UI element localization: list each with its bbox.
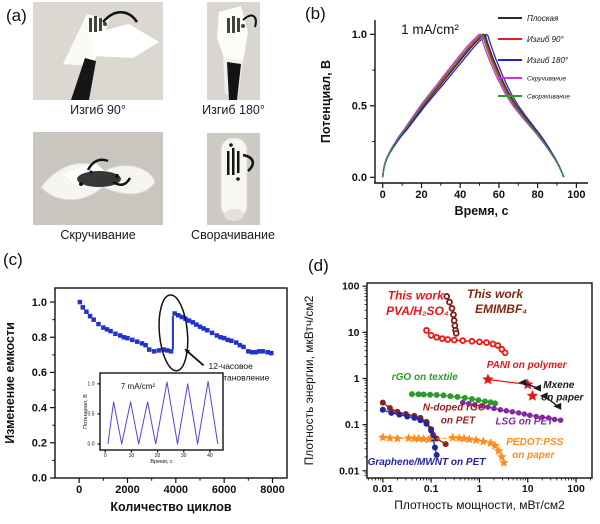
svg-text:20: 20: [415, 189, 427, 201]
svg-text:0.01: 0.01: [339, 465, 360, 477]
svg-text:N-doped rGO: N-doped rGO: [423, 402, 486, 413]
photo-unit-roll: Сворачивание: [183, 133, 283, 242]
photo-twist-image: [33, 132, 163, 225]
panel-a-letter: (a): [6, 6, 27, 25]
svg-text:0.4: 0.4: [32, 402, 48, 414]
svg-text:EMIMBF₄: EMIMBF₄: [475, 302, 527, 316]
svg-text:0: 0: [76, 484, 82, 496]
svg-text:80: 80: [532, 189, 544, 201]
photo-bend-180-image: [207, 2, 260, 100]
svg-text:Сворачивание: Сворачивание: [527, 93, 570, 100]
chart-cycling-stability: 0 2000 4000 6000 8000 0.0 0.2 0.4 0.6 0.8 1.0 Колич…: [3, 287, 288, 514]
photo-unit-bend-180: Изгиб 180°: [186, 2, 281, 117]
svg-text:10: 10: [129, 453, 135, 459]
svg-text:Graphene/MWNT on PET: Graphene/MWNT on PET: [368, 457, 487, 468]
svg-text:1.0: 1.0: [32, 297, 47, 309]
svg-text:100: 100: [567, 483, 585, 495]
photo-bend-90-image: [33, 2, 163, 100]
svg-text:1: 1: [477, 483, 483, 495]
panel-c-letter: (c): [3, 250, 23, 269]
svg-text:Скручивание: Скручивание: [527, 75, 566, 82]
photo-caption-twist: Скручивание: [60, 228, 136, 242]
svg-text:2000: 2000: [115, 484, 139, 496]
svg-text:1.0: 1.0: [88, 382, 95, 388]
svg-text:0.0: 0.0: [352, 172, 367, 184]
panel-b-letter: (b): [305, 4, 326, 23]
svg-text:40: 40: [207, 453, 213, 459]
svg-text:Количество циклов: Количество циклов: [110, 500, 232, 514]
photo-caption-roll: Сворачивание: [191, 228, 275, 242]
svg-text:Mxene: Mxene: [543, 380, 575, 391]
svg-text:100: 100: [342, 281, 360, 293]
svg-text:1.0: 1.0: [352, 29, 367, 41]
svg-text:Потенциал, В: Потенциал, В: [83, 394, 89, 429]
svg-text:Потенциал, В: Потенциал, В: [319, 60, 333, 143]
svg-text:0: 0: [104, 453, 107, 459]
svg-text:Изменение емкости: Изменение емкости: [3, 322, 17, 444]
svg-text:60: 60: [493, 189, 505, 201]
svg-text:1: 1: [354, 373, 360, 385]
svg-text:0.2: 0.2: [32, 438, 47, 450]
svg-text:on paper: on paper: [541, 393, 584, 404]
svg-text:PEDOT:PSS: PEDOT:PSS: [506, 437, 563, 448]
svg-text:0.0: 0.0: [88, 442, 95, 448]
chart-charge-discharge: 0 20 40 60 80 100 0.0 0.5 1.0 Время, с Потенциал, …: [319, 14, 588, 218]
svg-text:Изгиб 180°: Изгиб 180°: [527, 56, 569, 65]
panel-d-letter: (d): [308, 256, 329, 275]
svg-text:PANI on polymer: PANI on polymer: [487, 360, 568, 371]
photo-roll-image: [206, 133, 260, 225]
svg-text:Плоская: Плоская: [527, 14, 559, 23]
svg-text:100: 100: [567, 189, 585, 201]
svg-text:on PET: on PET: [441, 416, 476, 427]
svg-text:0.5: 0.5: [88, 412, 95, 418]
svg-text:rGO on textile: rGO on textile: [392, 372, 459, 383]
svg-text:This work: This work: [467, 287, 524, 301]
svg-text:10: 10: [348, 327, 360, 339]
svg-text:This work: This work: [388, 288, 445, 302]
svg-text:30: 30: [181, 453, 187, 459]
svg-text:0.8: 0.8: [32, 332, 47, 344]
svg-text:20: 20: [155, 453, 161, 459]
svg-text:0.1: 0.1: [424, 483, 439, 495]
photo-caption-bend-90: Изгиб 90°: [70, 103, 126, 117]
svg-text:Плотность энергии, мкВтч/см2: Плотность энергии, мкВтч/см2: [302, 295, 316, 465]
svg-text:LSG on PET: LSG on PET: [495, 417, 554, 428]
photo-unit-twist: Скручивание: [33, 132, 163, 242]
svg-text:on paper: on paper: [512, 450, 555, 461]
svg-text:4000: 4000: [164, 484, 188, 496]
svg-text:Плотность мощности, мВт/см2: Плотность мощности, мВт/см2: [394, 498, 565, 512]
photo-unit-bend-90: Изгиб 90°: [33, 2, 163, 117]
svg-text:0.5: 0.5: [352, 101, 367, 113]
svg-text:10: 10: [522, 483, 534, 495]
svg-text:6000: 6000: [212, 484, 236, 496]
svg-text:1 mA/cm²: 1 mA/cm²: [401, 22, 459, 37]
svg-text:0.1: 0.1: [345, 419, 360, 431]
svg-text:40: 40: [454, 189, 466, 201]
svg-text:7 mA/cm²: 7 mA/cm²: [121, 382, 156, 391]
svg-text:восстановление: восстановление: [206, 372, 270, 382]
svg-text:Время, с: Время, с: [455, 204, 509, 218]
svg-text:Изгиб 90°: Изгиб 90°: [527, 35, 564, 44]
svg-text:0.0: 0.0: [32, 473, 47, 485]
svg-text:12-часовое: 12-часовое: [208, 361, 253, 371]
svg-text:0: 0: [380, 189, 386, 201]
svg-text:Время, с: Время, с: [150, 459, 173, 465]
svg-text:8000: 8000: [260, 484, 284, 496]
svg-text:PVA/H₂SO₄: PVA/H₂SO₄: [386, 304, 449, 318]
svg-text:0.01: 0.01: [373, 483, 394, 495]
svg-text:0.6: 0.6: [32, 367, 47, 379]
photo-caption-bend-180: Изгиб 180°: [202, 103, 265, 117]
